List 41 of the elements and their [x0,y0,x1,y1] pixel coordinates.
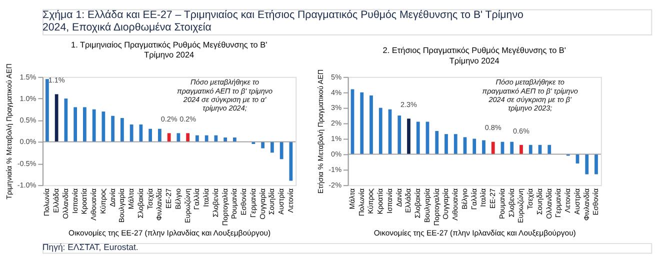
bar [92,109,96,142]
text: Σχήμα 1: Ελλάδα και ΕΕ-27 – Τριμηνιαίος και Ετήσιος Πραγματικός Ρυθμός Μεγέθυνσης το Β' Τρίμηνο 2024, Εποχικά Διορθωμένα Στοιχεία [42,8,524,34]
bar [196,135,199,142]
bar [416,122,420,154]
x-axis-title: Οικονομίες της ΕΕ-27 (πλην Ιρλανδίας και Λουξεμβούργου) [68,228,271,238]
bar [491,142,495,154]
bar [204,135,208,142]
bar [158,128,162,142]
bar [435,131,439,154]
bar [360,92,364,154]
bar [520,144,523,154]
bar [398,116,402,154]
bar [510,142,514,154]
bar [233,137,236,142]
bar [548,144,552,154]
bar [370,95,373,154]
text: Πηγή: ΕΛΣΤΑΤ, Eurostat. [42,242,138,252]
bar [148,128,152,142]
x-axis-title: Οικονομίες της ΕΕ-27 (πλην Ιρλανδίας και Λουξεμβούργου) [374,228,576,238]
bar [83,107,86,142]
bar [280,142,284,160]
bar [120,118,124,142]
bar [111,116,115,142]
bar [167,133,171,142]
bar [54,94,58,142]
bar [378,108,382,154]
bar [482,140,486,154]
bar [528,144,532,154]
bar [454,134,458,154]
bar [74,107,78,142]
bar [130,124,134,142]
bar [585,154,589,174]
bar [46,79,49,142]
bar [472,138,476,154]
bar [270,142,274,153]
bar [224,137,228,142]
bar [186,133,190,142]
bar [407,118,410,154]
bar [261,142,265,148]
bar [594,154,598,174]
bar [444,134,448,154]
